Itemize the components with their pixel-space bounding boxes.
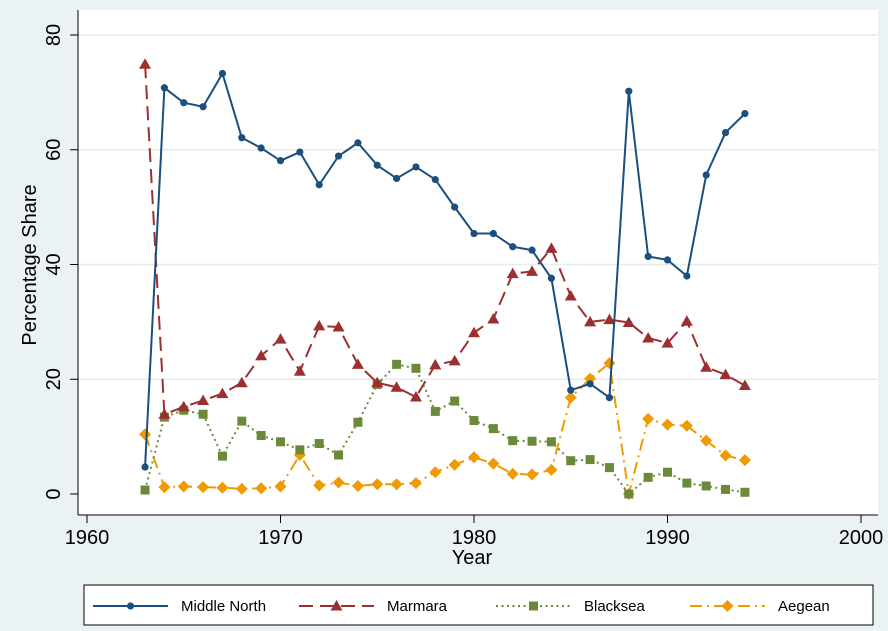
- y-tick-label-20: 20: [43, 368, 65, 390]
- x-tick-label-1970: 1970: [258, 527, 303, 549]
- y-tick-label-60: 60: [43, 139, 65, 161]
- point-blacksea-1985: [566, 456, 575, 465]
- point-middle-north-1981: [490, 230, 497, 237]
- point-blacksea-1976: [392, 360, 401, 369]
- point-middle-north-1989: [645, 253, 652, 260]
- point-middle-north-1975: [374, 162, 381, 169]
- point-blacksea-1984: [547, 437, 556, 446]
- point-middle-north-1965: [180, 99, 187, 106]
- legend-label-marmara: Marmara: [387, 598, 448, 615]
- point-middle-north-1971: [296, 148, 303, 155]
- point-middle-north-1966: [200, 103, 207, 110]
- point-blacksea-1993: [721, 485, 730, 494]
- point-middle-north-1991: [683, 272, 690, 279]
- point-middle-north-1992: [703, 171, 710, 178]
- point-middle-north-1979: [451, 204, 458, 211]
- point-blacksea-1974: [353, 418, 362, 427]
- point-blacksea-1987: [605, 463, 614, 472]
- point-middle-north-1972: [316, 181, 323, 188]
- y-tick-label-0: 0: [43, 488, 65, 499]
- legend-marker-blacksea: [529, 602, 538, 611]
- point-blacksea-1981: [489, 424, 498, 433]
- point-blacksea-1982: [508, 436, 517, 445]
- point-middle-north-1987: [606, 394, 613, 401]
- point-blacksea-1990: [663, 468, 672, 477]
- point-middle-north-1970: [277, 157, 284, 164]
- legend-label-middle-north: Middle North: [181, 598, 266, 615]
- point-middle-north-1986: [587, 380, 594, 387]
- point-middle-north-1993: [722, 129, 729, 136]
- point-middle-north-1974: [354, 139, 361, 146]
- point-middle-north-1969: [258, 144, 265, 151]
- point-middle-north-1994: [741, 110, 748, 117]
- point-blacksea-1979: [450, 397, 459, 406]
- point-middle-north-1968: [238, 134, 245, 141]
- point-middle-north-1985: [567, 387, 574, 394]
- point-middle-north-1982: [509, 243, 516, 250]
- point-blacksea-1992: [702, 481, 711, 490]
- x-tick-label-1960: 1960: [65, 527, 110, 549]
- point-blacksea-1986: [586, 455, 595, 464]
- point-middle-north-1963: [141, 463, 148, 470]
- x-tick-label-1990: 1990: [645, 527, 690, 549]
- point-middle-north-1976: [393, 175, 400, 182]
- point-blacksea-1991: [682, 479, 691, 488]
- point-blacksea-1973: [334, 450, 343, 459]
- point-blacksea-1980: [470, 416, 479, 425]
- plot-area: [78, 10, 878, 515]
- point-blacksea-1978: [431, 407, 440, 416]
- point-blacksea-1989: [644, 473, 653, 482]
- y-axis-title: Percentage Share: [19, 184, 41, 345]
- point-middle-north-1980: [470, 230, 477, 237]
- point-blacksea-1983: [528, 437, 537, 446]
- point-middle-north-1990: [664, 256, 671, 263]
- point-middle-north-1988: [625, 88, 632, 95]
- point-middle-north-1983: [528, 247, 535, 254]
- point-middle-north-1967: [219, 70, 226, 77]
- legend-label-blacksea: Blacksea: [584, 598, 646, 615]
- point-blacksea-1972: [315, 439, 324, 448]
- x-axis-title: Year: [452, 547, 493, 569]
- point-middle-north-1973: [335, 152, 342, 159]
- point-blacksea-1971: [295, 445, 304, 454]
- point-middle-north-1984: [548, 275, 555, 282]
- y-tick-label-40: 40: [43, 253, 65, 275]
- x-tick-label-1980: 1980: [452, 527, 497, 549]
- x-tick-label-2000: 2000: [839, 527, 884, 549]
- point-middle-north-1977: [412, 163, 419, 170]
- legend: Middle North Marmara Blacksea Aegean: [84, 585, 873, 625]
- point-blacksea-1967: [218, 452, 227, 461]
- y-tick-label-80: 80: [43, 24, 65, 46]
- point-blacksea-1970: [276, 437, 285, 446]
- point-blacksea-1988: [624, 490, 633, 499]
- point-middle-north-1964: [161, 84, 168, 91]
- legend-label-aegean: Aegean: [778, 598, 830, 615]
- point-blacksea-1994: [740, 488, 749, 497]
- point-middle-north-1978: [432, 176, 439, 183]
- point-blacksea-1969: [257, 431, 266, 440]
- point-blacksea-1977: [411, 364, 420, 373]
- legend-marker-middle-north: [127, 602, 134, 609]
- point-blacksea-1966: [199, 410, 208, 419]
- point-blacksea-1963: [141, 485, 150, 494]
- point-blacksea-1968: [237, 417, 246, 426]
